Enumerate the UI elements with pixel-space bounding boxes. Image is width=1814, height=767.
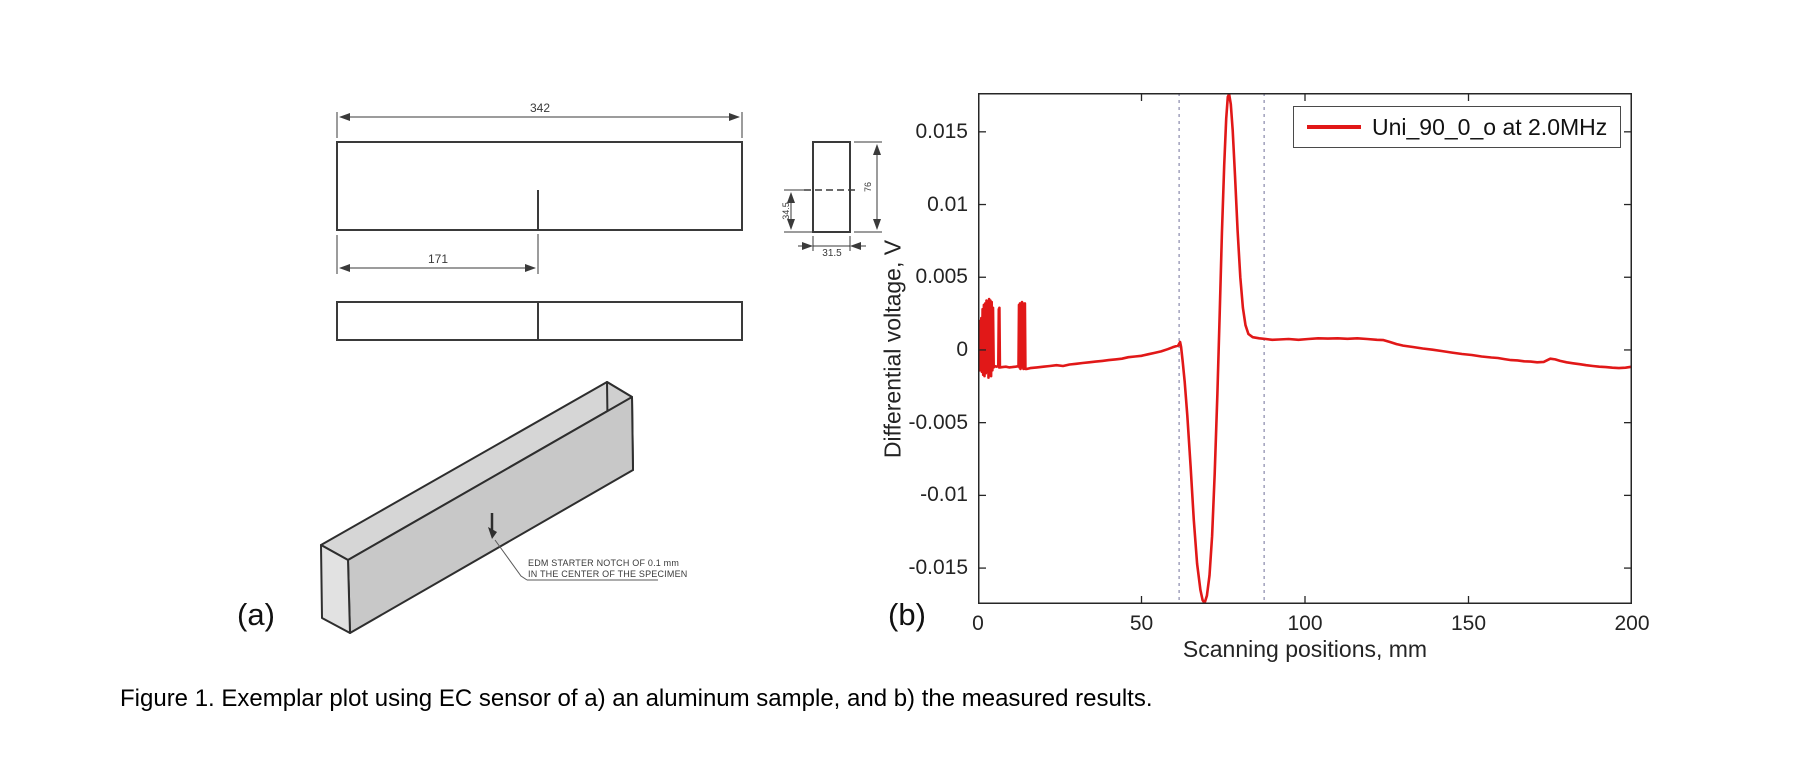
x-tick-label: 100 [1287, 612, 1323, 635]
x-tick-label: 200 [1614, 612, 1650, 635]
x-axis-title: Scanning positions, mm [1182, 636, 1428, 662]
bar-end-face-left [320, 544, 351, 634]
y-tick-label: 0.01 [927, 192, 968, 216]
axes-box [978, 93, 1632, 604]
dim-34-5-label: 34.5 [781, 202, 791, 220]
x-tick-label: 0 [972, 612, 984, 635]
y-tick-label: -0.01 [920, 483, 968, 507]
dim-31-5-label: 31.5 [822, 248, 842, 259]
edm-note-line1: EDM STARTER NOTCH OF 0.1 mm [528, 558, 680, 568]
chart-legend: Uni_90_0_o at 2.0MHz [1293, 106, 1622, 148]
panel-a-label: (a) [237, 597, 275, 632]
panel-b-label: (b) [888, 597, 926, 632]
legend-label: Uni_90_0_o at 2.0MHz [1372, 113, 1608, 140]
x-tick-label: 150 [1450, 612, 1487, 635]
y-tick-label: -0.005 [908, 410, 968, 434]
y-axis-title: Differential voltage, V [879, 239, 906, 459]
y-tick-label: 0.015 [915, 119, 968, 143]
voltage-chart: Uni_90_0_o at 2.0MHz [976, 92, 1634, 605]
edm-note: EDM STARTER NOTCH OF 0.1 mm IN THE CENTE… [528, 558, 688, 579]
dim-171-label: 171 [427, 252, 449, 266]
edm-note-line2: IN THE CENTER OF THE SPECIMEN [528, 568, 688, 579]
series-line-red [976, 92, 1634, 605]
legend-line-sample [1307, 125, 1361, 129]
figure-caption: Figure 1. Exemplar plot using EC sensor … [120, 685, 1153, 712]
front-view [336, 112, 743, 274]
dim-342-label: 342 [529, 101, 551, 115]
y-tick-label: -0.015 [908, 556, 968, 580]
side-view [784, 141, 882, 251]
y-tick-label: 0.005 [915, 265, 968, 289]
dim-76-label: 76 [863, 181, 873, 193]
y-tick-label: 0 [956, 337, 968, 361]
x-tick-label: 50 [1129, 612, 1154, 635]
bottom-view [336, 301, 743, 341]
isometric-specimen [320, 381, 634, 634]
dashed-guides [1178, 93, 1265, 604]
note-leader [494, 539, 658, 581]
plot-area [976, 92, 1634, 605]
axis-ticks [977, 93, 1633, 604]
